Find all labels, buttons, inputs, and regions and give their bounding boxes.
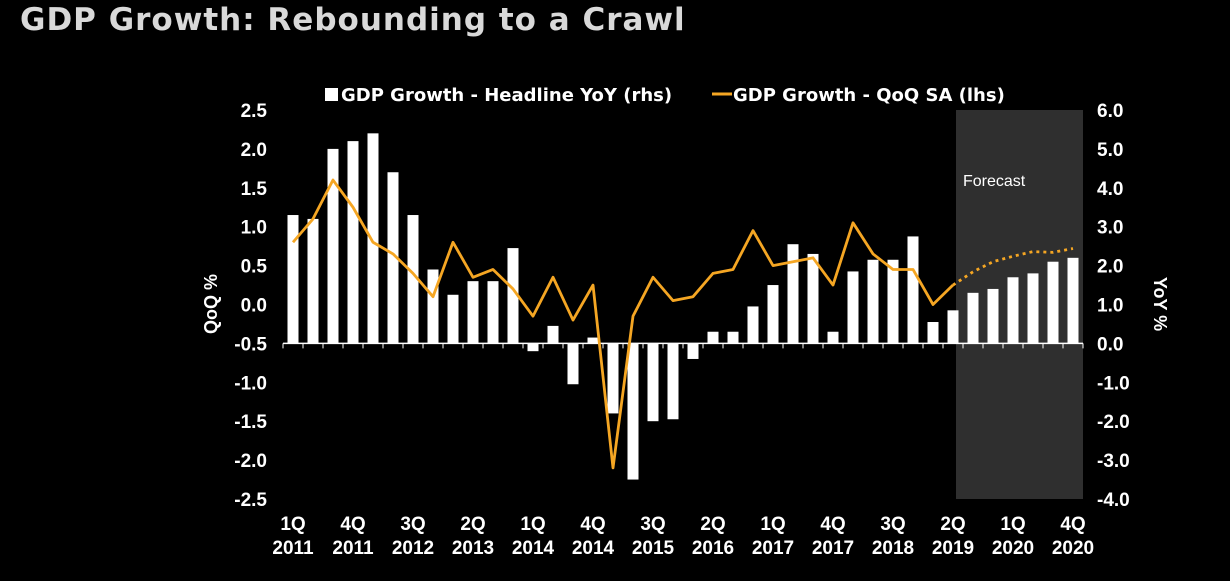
yoy-bar bbox=[747, 306, 759, 344]
yoy-bar bbox=[467, 281, 479, 344]
yoy-bar bbox=[1007, 277, 1019, 344]
qoq-line bbox=[291, 178, 1074, 470]
y-right-tick-label: 1.0 bbox=[1097, 296, 1123, 317]
yoy-bar bbox=[1027, 273, 1039, 344]
yoy-bar bbox=[627, 343, 639, 480]
yoy-bar bbox=[587, 337, 599, 344]
y-left-axis-title: QoQ % bbox=[201, 274, 221, 334]
y-left-tick-label: 2.0 bbox=[241, 140, 267, 161]
yoy-bar bbox=[327, 148, 339, 344]
y-right-axis-title: YoY % bbox=[1150, 277, 1170, 331]
yoy-bar bbox=[507, 248, 519, 344]
yoy-bar bbox=[987, 288, 999, 344]
yoy-bar bbox=[447, 294, 459, 344]
legend: GDP Growth - Headline YoY (rhs) GDP Growt… bbox=[325, 85, 1005, 106]
chart-title: GDP Growth: Rebounding to a Crawl bbox=[20, 2, 686, 38]
y-left-tick-label: -0.5 bbox=[234, 334, 267, 355]
yoy-bar bbox=[667, 343, 679, 420]
yoy-bar bbox=[827, 331, 839, 344]
yoy-bar bbox=[387, 172, 399, 344]
legend-bar-label: GDP Growth - Headline YoY (rhs) bbox=[341, 85, 672, 106]
y-left-tick-label: 0.0 bbox=[241, 296, 267, 317]
y-left-tick-label: 1.5 bbox=[241, 179, 268, 200]
yoy-bar bbox=[1047, 261, 1059, 344]
y-right-tick-label: -2.0 bbox=[1097, 412, 1130, 433]
y-left-tick-label: -1.5 bbox=[234, 412, 267, 433]
y-left-tick-label: -2.0 bbox=[234, 451, 267, 472]
yoy-bar bbox=[567, 343, 579, 385]
yoy-bar bbox=[647, 343, 659, 422]
yoy-bar bbox=[887, 259, 899, 344]
x-tick-label: 2Q 2016 bbox=[692, 514, 734, 559]
yoy-bar bbox=[287, 215, 299, 344]
y-right-tick-label: 3.0 bbox=[1097, 218, 1123, 239]
yoy-bar bbox=[867, 259, 879, 344]
yoy-bar bbox=[907, 236, 919, 344]
y-right-tick-label: 5.0 bbox=[1097, 140, 1123, 161]
x-tick-label: 4Q 2017 bbox=[812, 514, 854, 559]
x-tick-label: 1Q 2017 bbox=[752, 514, 794, 559]
yoy-bar bbox=[847, 271, 859, 344]
yoy-bar bbox=[727, 331, 739, 344]
x-tick-label: 2Q 2019 bbox=[932, 514, 974, 559]
x-tick-label: 1Q 2011 bbox=[272, 514, 314, 559]
qoq-line-actual bbox=[291, 178, 954, 470]
yoy-bar bbox=[807, 253, 819, 344]
yoy-bars bbox=[287, 133, 1079, 480]
yoy-bar bbox=[407, 215, 419, 344]
x-tick-label: 4Q 2011 bbox=[332, 514, 374, 559]
y-right-tick-label: -3.0 bbox=[1097, 451, 1130, 472]
y-right-tick-label: 0.0 bbox=[1097, 334, 1123, 355]
yoy-bar bbox=[947, 310, 959, 344]
x-tick-label: 4Q 2014 bbox=[572, 514, 615, 559]
y-left-tick-label: 2.5 bbox=[241, 101, 268, 122]
yoy-bar bbox=[787, 244, 799, 344]
y-right-tick-label: 6.0 bbox=[1097, 101, 1123, 122]
x-tick-label: 3Q 2018 bbox=[872, 514, 914, 559]
x-tick-label: 3Q 2012 bbox=[392, 514, 434, 559]
y-right-tick-label: -4.0 bbox=[1097, 490, 1130, 511]
y-right-tick-label: -1.0 bbox=[1097, 373, 1130, 394]
yoy-bar bbox=[1067, 257, 1079, 344]
y-left-tick-label: -1.0 bbox=[234, 373, 267, 394]
y-left-tick-label: 0.5 bbox=[241, 257, 268, 278]
yoy-bar bbox=[707, 331, 719, 344]
legend-line-label: GDP Growth - QoQ SA (lhs) bbox=[733, 85, 1005, 106]
yoy-bar bbox=[927, 322, 939, 344]
qoq-line-forecast bbox=[952, 247, 1074, 287]
yoy-bar bbox=[547, 325, 559, 344]
yoy-bar bbox=[527, 343, 539, 352]
axes: 2.5 2.0 1.5 1.0 0.5 0.0 -0.5 -1.0 -1.5 -2.0 -2.5 6.… bbox=[201, 101, 1170, 559]
forecast-label: Forecast bbox=[963, 173, 1026, 190]
yoy-bar bbox=[487, 281, 499, 344]
yoy-bar bbox=[307, 218, 319, 344]
yoy-bar bbox=[347, 141, 359, 344]
y-right-tick-label: 2.0 bbox=[1097, 257, 1123, 278]
x-tick-label: 1Q 2020 bbox=[992, 514, 1034, 559]
yoy-bar bbox=[967, 292, 979, 344]
y-right-tick-label: 4.0 bbox=[1097, 179, 1123, 200]
y-left-tick-label: 1.0 bbox=[241, 218, 267, 239]
yoy-bar bbox=[367, 133, 379, 344]
x-tick-label: 1Q 2014 bbox=[512, 514, 555, 559]
yoy-bar bbox=[607, 343, 619, 414]
y-left-tick-label: -2.5 bbox=[234, 490, 267, 511]
x-tick-label: 3Q 2015 bbox=[632, 514, 675, 559]
x-tick-label: 4Q 2020 bbox=[1052, 514, 1094, 559]
yoy-bar bbox=[687, 343, 699, 359]
x-tick-label: 2Q 2013 bbox=[452, 514, 494, 559]
legend-bar-swatch bbox=[325, 88, 338, 101]
yoy-bar bbox=[427, 269, 439, 344]
yoy-bar bbox=[767, 285, 779, 344]
